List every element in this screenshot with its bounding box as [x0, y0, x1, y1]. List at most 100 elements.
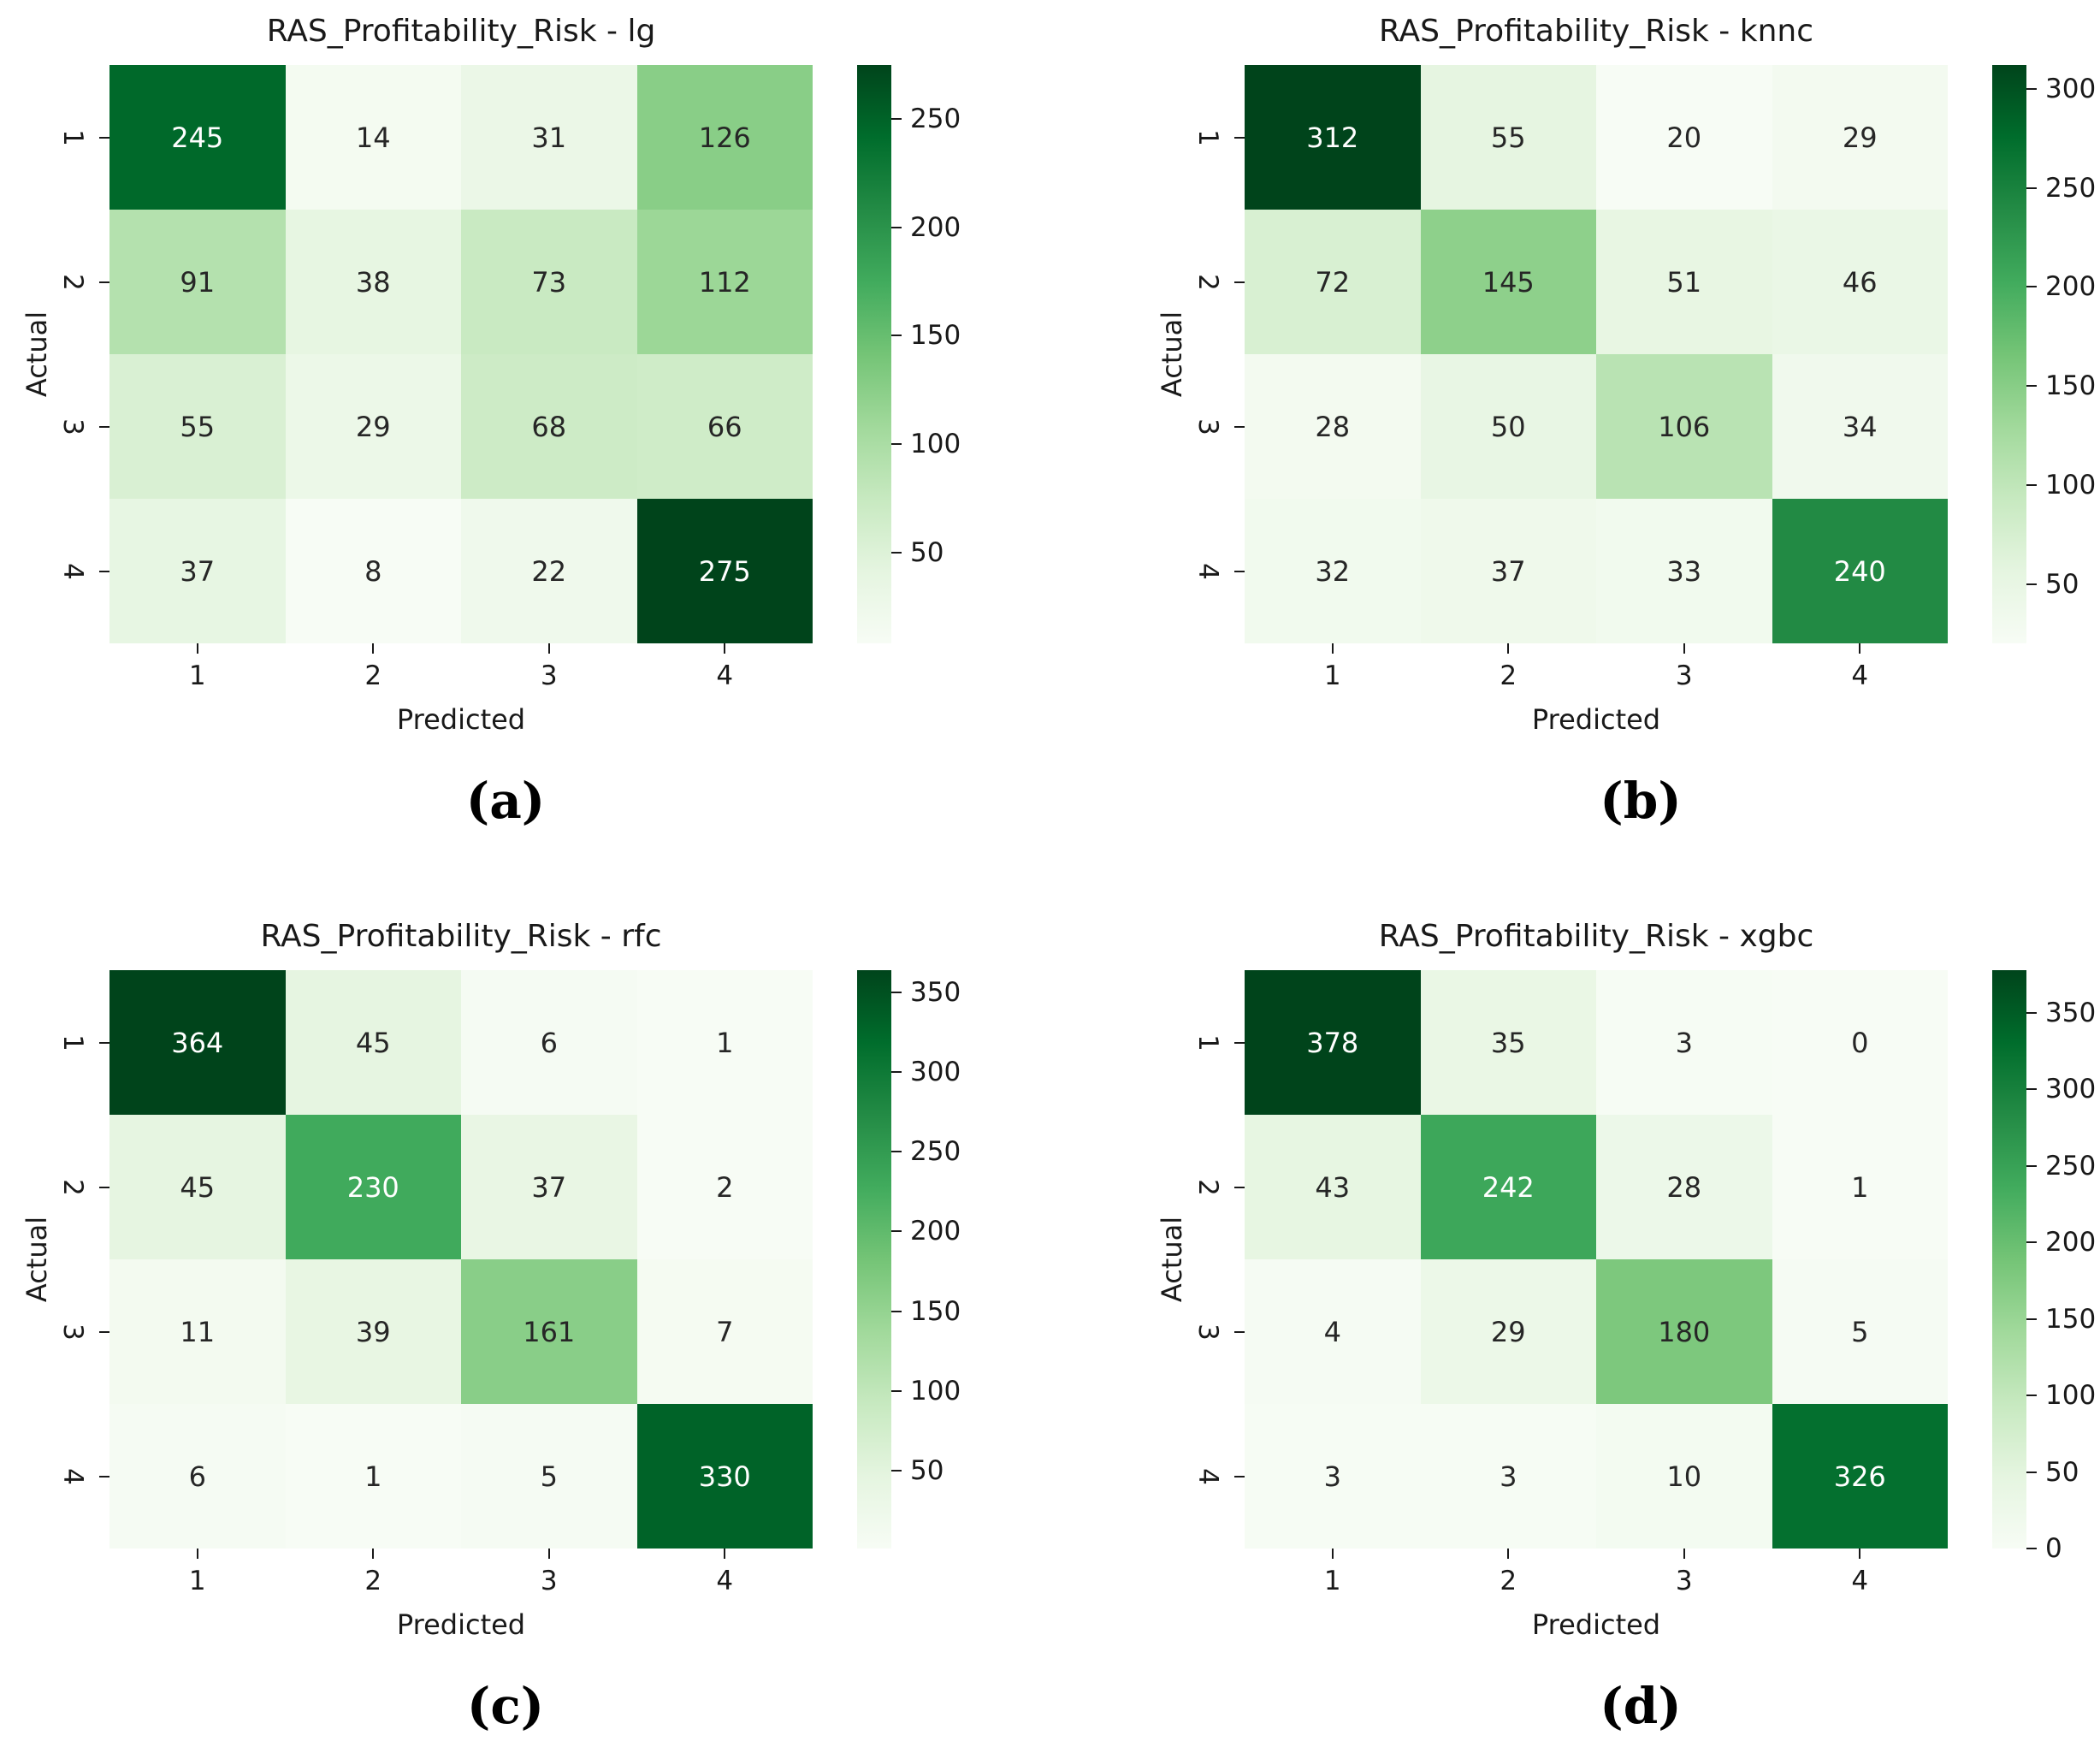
- cell-value: 46: [1842, 265, 1878, 299]
- panel-caption: (c): [466, 1677, 545, 1735]
- y-tick-mark: [99, 1330, 109, 1333]
- panel-caption: (b): [1600, 772, 1682, 830]
- cell-value: 68: [531, 410, 567, 443]
- y-tick-mark: [99, 1041, 109, 1044]
- cell-value: 6: [540, 1026, 558, 1059]
- cell-value: 10: [1666, 1460, 1702, 1493]
- heatmap-cell: 37: [1420, 499, 1596, 643]
- chart-title: RAS_Profitability_Risk - rfc: [260, 919, 662, 954]
- heatmap-cell: 112: [636, 210, 813, 354]
- cell-value: 45: [355, 1026, 391, 1059]
- cell-value: 364: [171, 1026, 224, 1059]
- cell-value: 50: [1490, 410, 1526, 443]
- x-tick-mark: [724, 643, 726, 654]
- x-axis-label: Predicted: [396, 703, 526, 736]
- colorbar-tick-mark: [2026, 286, 2037, 288]
- cell-value: 180: [1658, 1315, 1711, 1348]
- colorbar-tick-mark: [891, 1310, 902, 1312]
- cell-value: 72: [1315, 265, 1351, 299]
- cell-value: 1: [364, 1460, 382, 1493]
- heatmap-grid: 378 35 3 0 43 242 28 1 4 29 180 5 3 3 10 326: [1245, 970, 1948, 1549]
- x-tick-mark: [547, 643, 550, 654]
- heatmap-cell: 43: [1245, 1115, 1421, 1259]
- heatmap-cell: 39: [285, 1259, 461, 1404]
- colorbar-tick-label: 250: [910, 1136, 961, 1168]
- heatmap-grid: 312 55 20 29 72 145 51 46 28 50 106 34 32 37 33 240: [1245, 65, 1948, 643]
- y-axis-ticks: 1 2 3 4: [0, 65, 109, 643]
- heatmap-cell: 55: [1420, 65, 1596, 210]
- x-axis-label: Predicted: [1531, 703, 1661, 736]
- x-axis-ticks: 1 2 3 4: [1245, 643, 1948, 737]
- heatmap-cell: 33: [1596, 499, 1772, 643]
- heatmap-cell: 6: [461, 970, 637, 1115]
- heatmap-cell: 91: [109, 210, 286, 354]
- heatmap-cell: 66: [636, 354, 813, 499]
- y-tick-label: 2: [1192, 1178, 1223, 1196]
- cell-value: 51: [1666, 265, 1702, 299]
- cell-value: 245: [171, 121, 224, 154]
- y-tick-mark: [1234, 1186, 1245, 1188]
- cell-value: 66: [707, 410, 742, 443]
- heatmap-cell: 2: [636, 1115, 813, 1259]
- cell-value: 5: [1851, 1315, 1869, 1348]
- y-tick-label: 1: [57, 1033, 88, 1051]
- heatmap-cell: 22: [461, 499, 637, 643]
- colorbar-gradient: [857, 65, 891, 643]
- cell-value: 55: [1490, 121, 1526, 154]
- heatmap-cell: 11: [109, 1259, 286, 1404]
- heatmap-cell: 55: [109, 354, 286, 499]
- cell-value: 240: [1833, 554, 1886, 588]
- heatmap-cell: 29: [1772, 65, 1948, 210]
- cell-value: 145: [1482, 265, 1535, 299]
- x-axis-ticks: 1 2 3 4: [1245, 1549, 1948, 1643]
- y-tick-mark: [1234, 136, 1245, 139]
- heatmap-cell: 38: [285, 210, 461, 354]
- cell-value: 43: [1315, 1170, 1351, 1204]
- heatmap-cell: 106: [1596, 354, 1772, 499]
- colorbar-tick-mark: [2026, 1164, 2037, 1167]
- chart-title: RAS_Profitability_Risk - knnc: [1378, 14, 1814, 49]
- heatmap-cell: 31: [461, 65, 637, 210]
- heatmap-cell: 28: [1245, 354, 1421, 499]
- heatmap-cell: 37: [461, 1115, 637, 1259]
- colorbar-ticks: 350 300 250 200 150 100 50: [891, 970, 1037, 1549]
- y-axis-ticks: 1 2 3 4: [1135, 970, 1245, 1549]
- panel-caption: (d): [1600, 1677, 1682, 1735]
- heatmap-cell: 245: [109, 65, 286, 210]
- cell-value: 230: [346, 1170, 399, 1204]
- y-tick-label: 4: [57, 562, 88, 580]
- x-tick-mark: [1859, 1549, 1861, 1559]
- y-tick-mark: [1234, 570, 1245, 572]
- cell-value: 73: [531, 265, 567, 299]
- heatmap-cell: 50: [1420, 354, 1596, 499]
- heatmap-cell: 326: [1772, 1404, 1948, 1549]
- x-tick-label: 2: [1500, 660, 1517, 691]
- colorbar-ticks: 350 300 250 200 150 100 50 0: [2026, 970, 2100, 1564]
- colorbar-tick-mark: [891, 1230, 902, 1233]
- x-tick-label: 1: [188, 660, 206, 691]
- x-axis-label: Predicted: [1531, 1608, 1661, 1641]
- heatmap-cell: 46: [1772, 210, 1948, 354]
- x-tick-label: 2: [364, 1566, 382, 1596]
- cell-value: 29: [355, 410, 391, 443]
- colorbar-tick-label: 350: [910, 977, 961, 1009]
- cell-value: 37: [180, 554, 216, 588]
- colorbar-tick-label: 150: [2045, 370, 2097, 402]
- cell-value: 91: [180, 265, 216, 299]
- colorbar-tick-mark: [891, 335, 902, 337]
- y-axis-ticks: 1 2 3 4: [0, 970, 109, 1549]
- colorbar-gradient: [1992, 970, 2026, 1549]
- y-tick-mark: [99, 1186, 109, 1188]
- heatmap-grid: 364 45 6 1 45 230 37 2 11 39 161 7 6 1 5 330: [109, 970, 813, 1549]
- x-tick-label: 2: [1500, 1566, 1517, 1596]
- colorbar-tick-mark: [2026, 583, 2037, 585]
- cell-value: 242: [1482, 1170, 1535, 1204]
- heatmap-cell: 312: [1245, 65, 1421, 210]
- cell-value: 39: [355, 1315, 391, 1348]
- colorbar-tick-mark: [2026, 1395, 2037, 1397]
- y-tick-mark: [1234, 425, 1245, 428]
- heatmap-cell: 73: [461, 210, 637, 354]
- colorbar-tick-mark: [891, 1389, 902, 1392]
